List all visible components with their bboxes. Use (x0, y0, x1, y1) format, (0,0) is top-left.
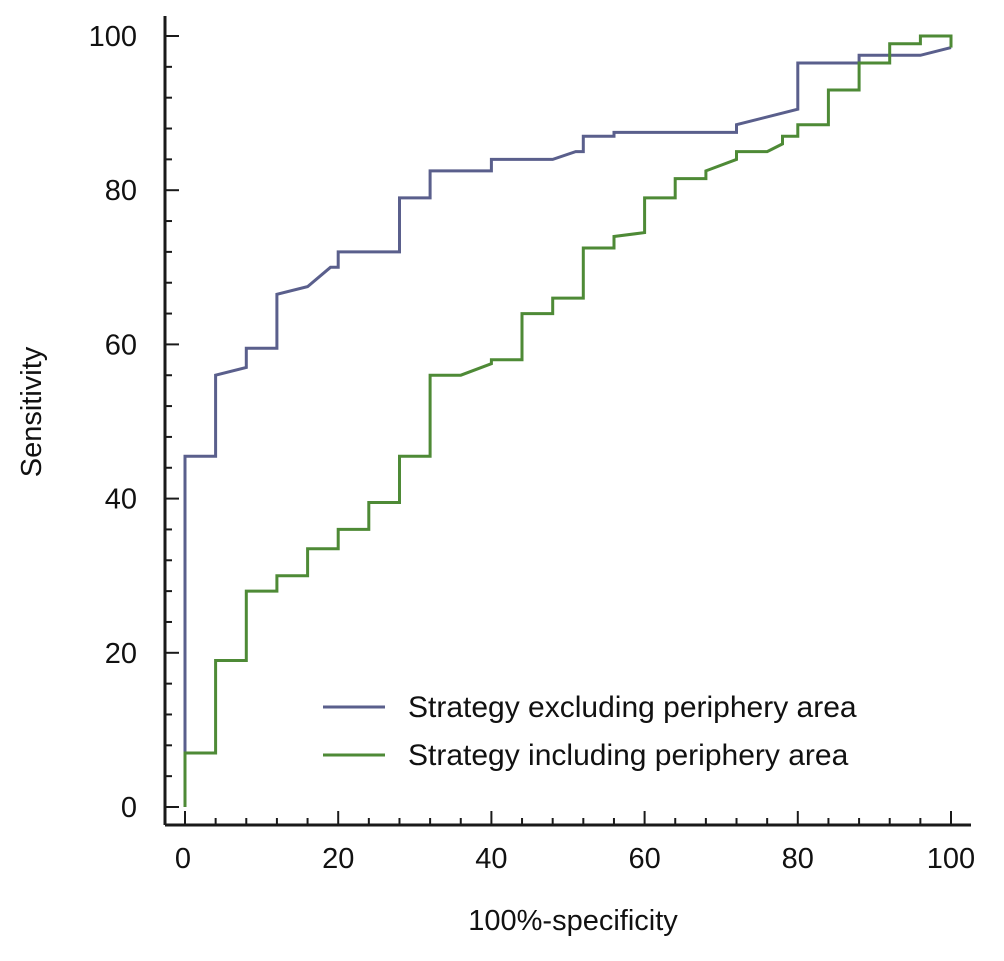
roc-curve-including (183, 34, 953, 807)
x-axis-label: 100%-specificity (468, 905, 678, 937)
x-tick-label: 60 (628, 843, 660, 875)
y-tick-label: 0 (121, 792, 137, 824)
axes (163, 16, 971, 827)
x-tick-label: 0 (175, 843, 191, 875)
x-tick-label: 20 (322, 843, 354, 875)
y-tick-labels: 0 20 40 60 80 100 (89, 21, 137, 824)
legend: Strategy excluding periphery area Strate… (323, 691, 857, 772)
plot-area (183, 34, 953, 807)
x-tick-label: 100 (927, 843, 975, 875)
x-tick-labels: 0 20 40 60 80 100 (175, 843, 975, 875)
y-tick-label: 100 (89, 21, 137, 53)
y-tick-label: 80 (105, 175, 137, 207)
legend-label-excluding: Strategy excluding periphery area (408, 691, 857, 724)
y-tick-label: 40 (105, 484, 137, 516)
x-tick-label: 40 (475, 843, 507, 875)
x-tick-label: 80 (782, 843, 814, 875)
roc-curve-excluding (183, 46, 952, 807)
y-tick-label: 20 (105, 638, 137, 670)
legend-label-including: Strategy including periphery area (408, 739, 849, 772)
y-tick-label: 60 (105, 329, 137, 361)
y-axis-label: Sensitivity (16, 346, 48, 477)
